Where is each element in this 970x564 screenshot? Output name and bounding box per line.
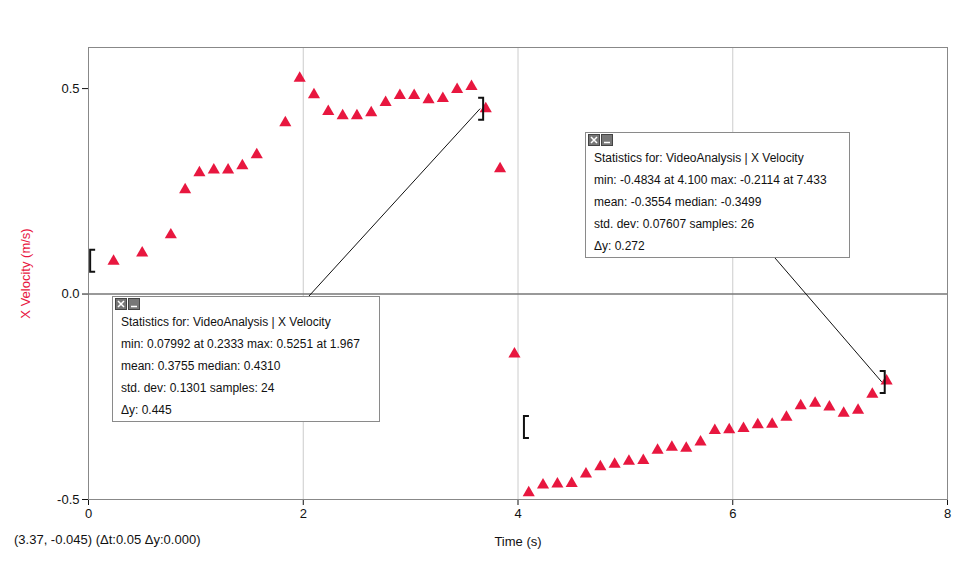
svg-text:4: 4 <box>514 506 521 521</box>
svg-text:0.0: 0.0 <box>61 286 79 301</box>
svg-text:0.5: 0.5 <box>61 81 79 96</box>
html-text:Statistics for: VideoAnalysis: Statistics for: VideoAnalysis | X Veloci… <box>121 315 331 329</box>
html-text:std. dev: 0.07607 samples: 26: std. dev: 0.07607 samples: 26 <box>594 217 755 231</box>
svg-text:2: 2 <box>300 506 307 521</box>
html-text:min: -0.4834 at 4.100 max: -0.: min: -0.4834 at 4.100 max: -0.2114 at 7.… <box>594 173 827 187</box>
html-text:mean: 0.3755 median: 0.4310: mean: 0.3755 median: 0.4310 <box>121 359 281 373</box>
svg-text:-0.5: -0.5 <box>57 492 79 507</box>
svg-text:0: 0 <box>85 506 92 521</box>
html-text:min: 0.07992 at 0.2333 max: 0.: min: 0.07992 at 0.2333 max: 0.5251 at 1.… <box>121 337 360 351</box>
svg-text:8: 8 <box>944 506 951 521</box>
svg-text:Time (s): Time (s) <box>494 534 541 549</box>
html-text:Δy: 0.272: Δy: 0.272 <box>594 239 645 253</box>
html-text:Statistics for: VideoAnalysis: Statistics for: VideoAnalysis | X Veloci… <box>594 151 804 165</box>
svg-text:6: 6 <box>729 506 736 521</box>
html-text:Δy: 0.445: Δy: 0.445 <box>121 403 172 417</box>
html-text:(3.37, -0.045) (Δt:0.05 Δy:0.0: (3.37, -0.045) (Δt:0.05 Δy:0.000) <box>14 532 201 547</box>
html-text:std. dev: 0.1301 samples: 24: std. dev: 0.1301 samples: 24 <box>121 381 275 395</box>
svg-text:X Velocity (m/s): X Velocity (m/s) <box>18 228 33 318</box>
html-text:mean: -0.3554 median: -0.3499: mean: -0.3554 median: -0.3499 <box>594 195 762 209</box>
